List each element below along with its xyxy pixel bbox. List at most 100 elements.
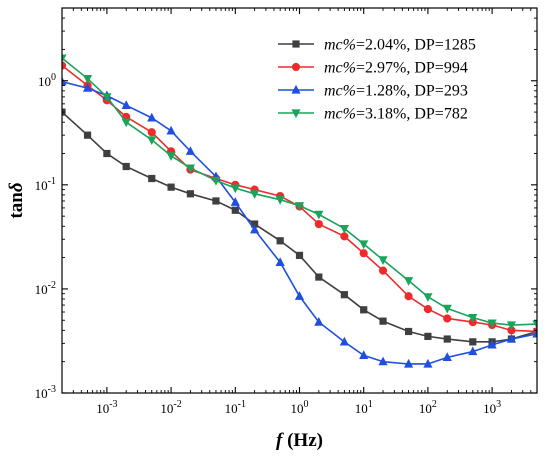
data-point — [230, 197, 240, 206]
data-point — [423, 293, 433, 302]
data-point — [186, 190, 195, 198]
data-point — [359, 249, 368, 258]
data-point — [212, 197, 220, 205]
data-point — [166, 125, 176, 135]
data-point — [487, 319, 497, 329]
series-4 — [62, 54, 537, 331]
data-point — [404, 292, 413, 301]
data-point — [315, 273, 323, 281]
axis-ticks: 10-3 10-2 10-1 100 101 102 103 10-3 10-2 10-1 100 — [35, 7, 538, 416]
data-point — [424, 332, 432, 340]
data-point — [185, 146, 196, 155]
data-point — [340, 232, 349, 241]
legend-marker — [292, 40, 300, 48]
data-point — [147, 112, 157, 122]
data-point — [403, 358, 414, 368]
data-point — [443, 335, 451, 343]
legend-marker — [291, 109, 301, 119]
y-tick-label: 100 — [38, 72, 56, 89]
data-point — [506, 321, 517, 331]
data-point — [507, 326, 516, 335]
legend: mc%=2.04%, DP=1285 mc%=2.97%, DP=994 mc%=1… — [278, 37, 476, 123]
data-point — [506, 333, 517, 343]
data-point — [275, 196, 285, 205]
y-tick-label: 10-2 — [35, 280, 56, 297]
x-tick-label: 101 — [355, 399, 373, 416]
data-point — [82, 74, 93, 84]
data-point — [231, 206, 239, 214]
data-point — [442, 304, 452, 314]
data-point — [147, 128, 156, 137]
data-point — [532, 320, 537, 330]
data-point — [360, 306, 368, 314]
series-3 — [62, 76, 537, 368]
x-axis-title-unit: (Hz) — [282, 430, 323, 451]
data-point — [230, 184, 240, 194]
data-point — [468, 314, 478, 323]
x-tick-label: 10-2 — [160, 399, 181, 416]
data-point — [275, 257, 285, 266]
x-axis-title: f (Hz) — [276, 430, 323, 451]
data-point — [103, 149, 111, 158]
data-point — [378, 356, 388, 366]
data-point — [423, 358, 433, 368]
legend-item: mc%=2.04%, DP=1285 — [278, 37, 476, 54]
y-axis-title: tanδ — [6, 182, 27, 218]
data-point — [442, 352, 452, 361]
data-point — [378, 266, 388, 275]
data-point — [62, 76, 67, 86]
legend-item: mc%=1.28%, DP=293 — [278, 83, 468, 100]
x-tick-label: 102 — [419, 399, 437, 416]
data-point — [469, 338, 477, 346]
y-tick-label: 10-3 — [35, 384, 56, 401]
data-point — [121, 118, 131, 128]
data-point — [250, 224, 260, 234]
series-line — [62, 111, 537, 343]
data-point — [294, 291, 305, 300]
x-tick-label: 10-1 — [225, 399, 246, 416]
data-point — [121, 100, 131, 109]
legend-item: mc%=2.97%, DP=994 — [278, 60, 468, 77]
data-point — [443, 314, 452, 323]
y-axis-title-delta: δ — [6, 182, 27, 192]
data-point — [147, 136, 157, 146]
data-point — [250, 190, 260, 199]
data-point — [339, 336, 349, 346]
data-point — [166, 152, 176, 161]
legend-marker — [291, 84, 301, 94]
data-point — [295, 251, 304, 259]
data-point — [62, 54, 67, 64]
series-layer — [62, 54, 537, 368]
legend-marker — [291, 62, 301, 72]
legend-item: mc%=3.18%, DP=782 — [278, 106, 468, 123]
x-tick-label: 100 — [291, 399, 309, 416]
x-axis-title-symbol: f — [276, 430, 284, 451]
data-point — [468, 346, 478, 356]
data-point — [423, 304, 433, 314]
data-point — [532, 328, 537, 338]
y-tick-label: 10-1 — [35, 176, 56, 193]
data-point — [102, 93, 112, 102]
data-point — [122, 162, 130, 171]
data-point — [487, 339, 497, 349]
data-point — [379, 317, 387, 325]
data-point — [83, 131, 92, 139]
data-point — [294, 202, 305, 211]
y-axis-title-prefix: tan — [6, 192, 27, 219]
legend-label: mc%=2.97%, DP=994 — [324, 60, 468, 77]
data-point — [314, 210, 324, 220]
legend-label: mc%=1.28%, DP=293 — [324, 83, 468, 100]
data-point — [62, 61, 67, 70]
data-point — [359, 240, 369, 250]
data-point — [167, 183, 175, 191]
data-point — [404, 327, 413, 336]
legend-label: mc%=2.04%, DP=1285 — [324, 37, 476, 54]
x-tick-label: 103 — [483, 399, 501, 416]
data-point — [339, 224, 349, 234]
data-point — [276, 237, 284, 245]
data-point — [378, 256, 388, 266]
data-point — [314, 316, 324, 326]
legend-label: mc%=3.18%, DP=782 — [324, 106, 468, 123]
